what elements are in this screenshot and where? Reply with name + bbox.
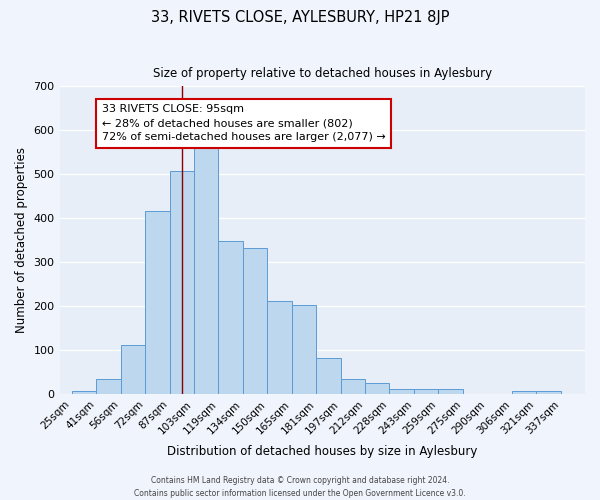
Text: 33 RIVETS CLOSE: 95sqm
← 28% of detached houses are smaller (802)
72% of semi-de: 33 RIVETS CLOSE: 95sqm ← 28% of detached…: [101, 104, 385, 142]
Bar: [512, 392, 536, 394]
Bar: [267, 300, 292, 394]
Bar: [170, 171, 194, 394]
Bar: [292, 306, 316, 394]
Bar: [389, 388, 414, 394]
Bar: [414, 388, 439, 394]
Bar: [439, 388, 463, 394]
Bar: [243, 248, 267, 394]
Y-axis label: Number of detached properties: Number of detached properties: [15, 147, 28, 333]
Title: Size of property relative to detached houses in Aylesbury: Size of property relative to detached ho…: [153, 68, 492, 80]
Bar: [365, 384, 389, 394]
Text: 33, RIVETS CLOSE, AYLESBURY, HP21 8JP: 33, RIVETS CLOSE, AYLESBURY, HP21 8JP: [151, 10, 449, 25]
Bar: [218, 242, 243, 394]
Bar: [72, 391, 96, 394]
X-axis label: Distribution of detached houses by size in Aylesbury: Distribution of detached houses by size …: [167, 444, 478, 458]
Bar: [194, 140, 218, 394]
Bar: [145, 211, 170, 394]
Bar: [341, 379, 365, 394]
Text: Contains HM Land Registry data © Crown copyright and database right 2024.
Contai: Contains HM Land Registry data © Crown c…: [134, 476, 466, 498]
Bar: [121, 344, 145, 395]
Bar: [536, 391, 560, 394]
Bar: [316, 358, 341, 395]
Bar: [96, 379, 121, 394]
